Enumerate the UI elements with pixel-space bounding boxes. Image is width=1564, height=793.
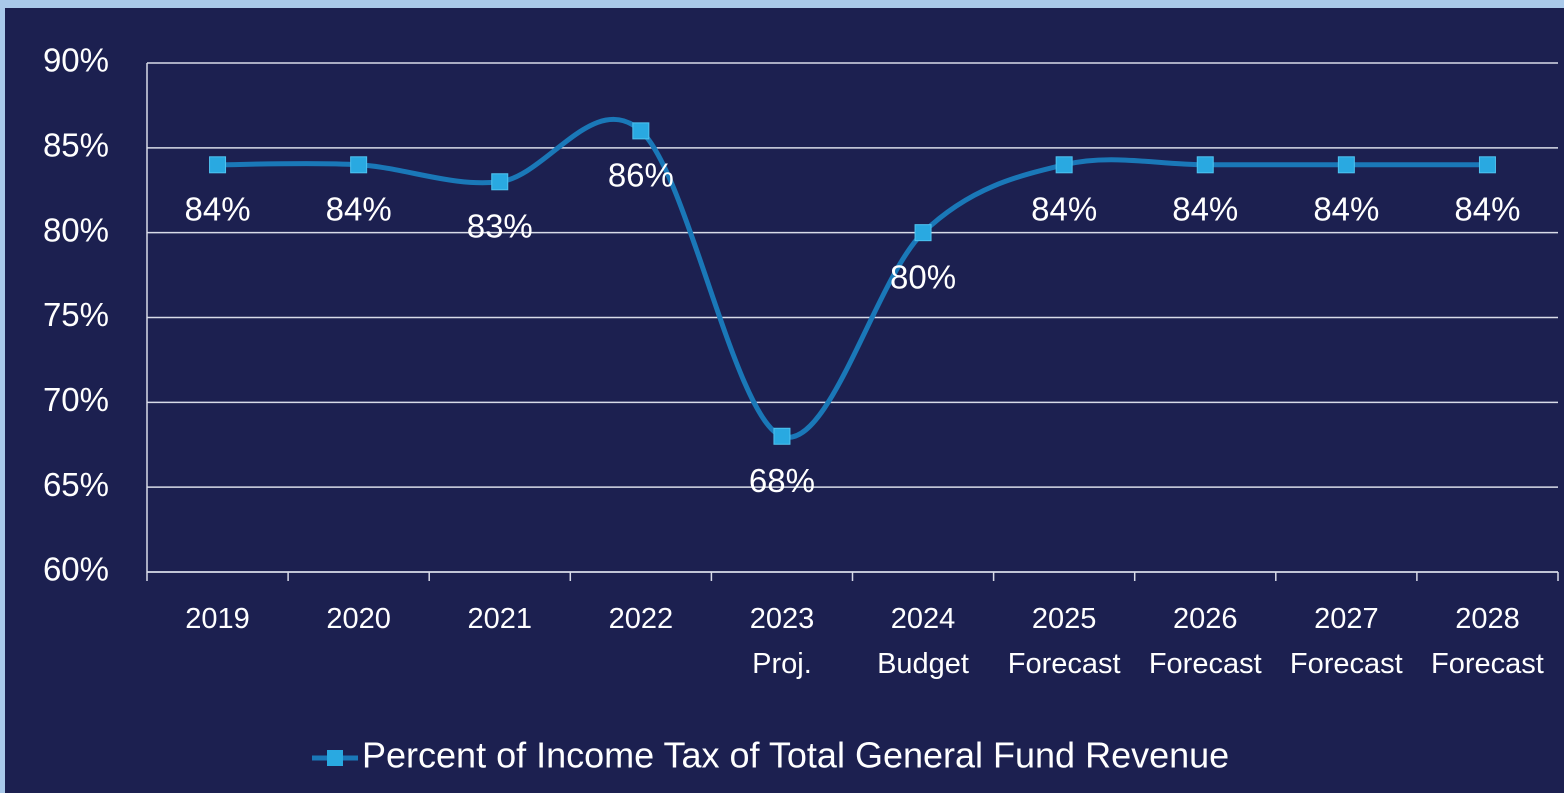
marker	[209, 156, 227, 174]
y-tick-label: 60%	[43, 551, 109, 588]
marker	[1478, 156, 1496, 174]
marker	[1337, 156, 1355, 174]
y-tick-label: 70%	[43, 381, 109, 418]
x-tick-label: 2022	[609, 603, 674, 635]
marker	[914, 224, 932, 242]
marker	[632, 122, 650, 140]
y-tick-label: 80%	[43, 211, 109, 248]
series-line	[217, 116, 1488, 440]
y-tick-label: 90%	[43, 42, 109, 79]
data-label: 86%	[608, 157, 674, 194]
marker	[1196, 156, 1214, 174]
x-tick-label: 2024 Budget	[877, 603, 969, 680]
y-tick-label: 65%	[43, 466, 109, 503]
data-label: 84%	[1031, 191, 1097, 228]
x-tick-label: 2027 Forecast	[1290, 603, 1403, 680]
x-tick-label: 2023 Proj.	[750, 603, 815, 680]
legend-label: Percent of Income Tax of Total General F…	[362, 735, 1229, 776]
data-label: 83%	[467, 207, 533, 244]
x-tick-label: 2021	[467, 603, 532, 635]
chart-background	[5, 8, 1564, 793]
data-label: 84%	[1454, 191, 1520, 228]
x-tick-label: 2020	[326, 603, 391, 635]
marker	[773, 427, 791, 445]
data-label: 84%	[185, 191, 251, 228]
x-tick-label: 2019	[185, 603, 250, 635]
data-label: 84%	[326, 191, 392, 228]
data-label: 80%	[890, 258, 956, 295]
x-tick-label: 2028 Forecast	[1431, 603, 1544, 680]
data-label: 68%	[749, 462, 815, 499]
data-label: 84%	[1313, 191, 1379, 228]
x-tick-label: 2025 Forecast	[1008, 603, 1121, 680]
marker	[1055, 156, 1073, 174]
legend-marker	[327, 750, 343, 766]
x-tick-label: 2026 Forecast	[1149, 603, 1262, 680]
marker	[491, 173, 509, 191]
data-label: 84%	[1172, 191, 1238, 228]
y-tick-label: 85%	[43, 127, 109, 164]
marker	[350, 156, 368, 174]
y-tick-label: 75%	[43, 296, 109, 333]
